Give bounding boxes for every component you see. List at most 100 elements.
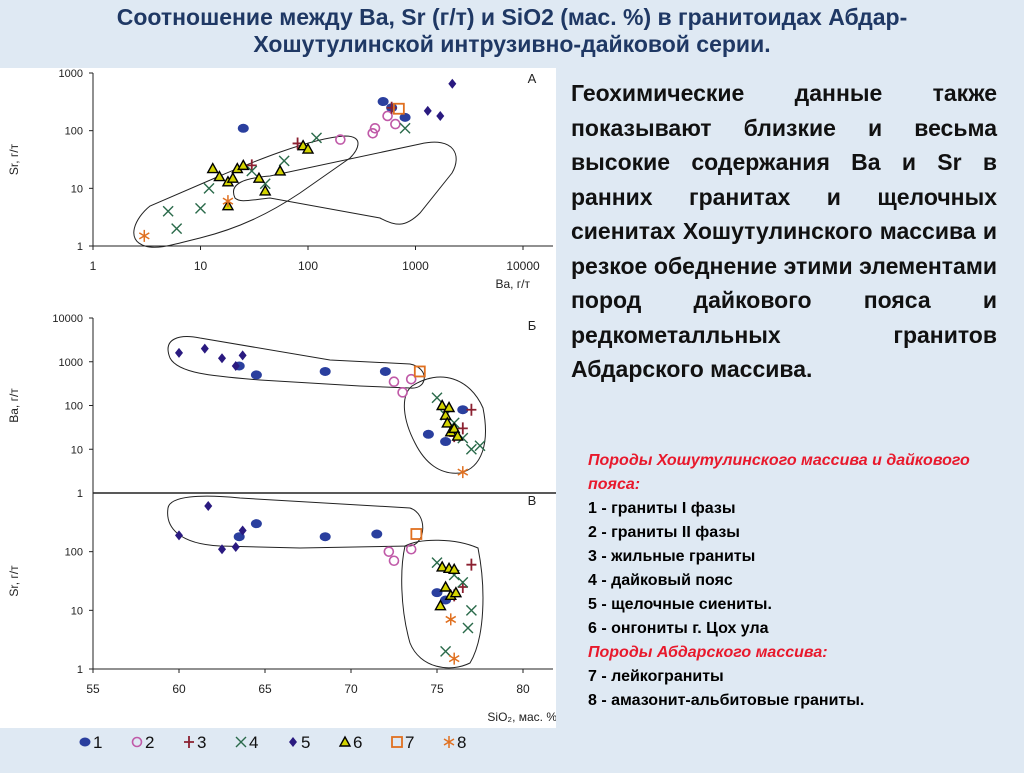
marker-series-6 bbox=[213, 170, 226, 182]
y-tick-label: 100 bbox=[65, 401, 83, 413]
legend-number: 4 bbox=[249, 733, 258, 752]
group-outline bbox=[167, 495, 424, 549]
marker-series-3 bbox=[457, 422, 468, 435]
legend-number: 3 bbox=[197, 733, 206, 752]
marker-series-2 bbox=[405, 543, 417, 555]
marker-series-1 bbox=[250, 370, 262, 380]
legend-marker-6 bbox=[338, 735, 352, 747]
panel-label: Б bbox=[528, 318, 537, 333]
marker-series-6 bbox=[206, 162, 219, 174]
marker-series-4 bbox=[474, 440, 486, 452]
marker-series-4 bbox=[465, 443, 477, 455]
title-line-1: Соотношение между Ba, Sr (г/т) и SiO2 (м… bbox=[116, 4, 908, 30]
x-tick-label: 1000 bbox=[402, 259, 429, 273]
y-axis-label: Sr, г/т bbox=[7, 565, 21, 597]
marker-series-3 bbox=[386, 101, 397, 114]
legend-number: 7 bbox=[405, 733, 414, 752]
legend-text-block: Породы Хошутулинского массива и дайковог… bbox=[588, 449, 998, 713]
marker-series-4 bbox=[440, 645, 452, 657]
marker-series-3 bbox=[466, 403, 477, 416]
marker-series-4 bbox=[171, 223, 183, 235]
marker-series-5 bbox=[423, 105, 432, 116]
marker-series-4 bbox=[162, 205, 174, 217]
legend-marker-2 bbox=[131, 736, 143, 748]
legend-item: 3 - жильные граниты bbox=[588, 548, 756, 565]
plot-panel: 1 10 100 1000 Sr, г/т 1 10 100 1000 10000 Ba, г/т А… bbox=[0, 68, 556, 728]
marker-series-5 bbox=[175, 347, 183, 358]
marker-series-3 bbox=[466, 558, 477, 571]
x-tick-label: 55 bbox=[86, 682, 100, 696]
legend-marker-4 bbox=[235, 736, 247, 748]
marker-series-2 bbox=[367, 128, 379, 139]
x-tick-label: 100 bbox=[298, 259, 318, 273]
legend-marker-5 bbox=[289, 737, 297, 747]
y-axis-label: Sr, г/т bbox=[7, 143, 21, 175]
scatter-plots: 1 10 100 1000 Sr, г/т 1 10 100 1000 10000 Ba, г/т А… bbox=[7, 68, 556, 724]
x-tick-label: 80 bbox=[516, 682, 530, 696]
y-axis-label: Ba, г/т bbox=[7, 388, 21, 423]
legend-item: 8 - амазонит-альбитовые граниты. bbox=[588, 692, 865, 709]
marker-series-5 bbox=[448, 78, 457, 89]
description-text: Геохимические данные также показывают бл… bbox=[571, 80, 997, 382]
marker-series-1 bbox=[237, 123, 249, 133]
marker-series-1 bbox=[431, 588, 443, 598]
x-tick-label: 60 bbox=[172, 682, 186, 696]
legend-marker-3 bbox=[184, 736, 194, 748]
marker-series-8 bbox=[448, 652, 460, 665]
legend-number: 6 bbox=[353, 733, 362, 752]
marker-series-6 bbox=[301, 142, 315, 154]
marker-series-5 bbox=[436, 110, 445, 121]
legend-marker-7 bbox=[391, 736, 403, 748]
x-tick-label: 1 bbox=[90, 259, 97, 273]
marker-series-6 bbox=[442, 401, 456, 413]
group-outline bbox=[133, 135, 359, 248]
legend-marker-1 bbox=[79, 737, 91, 747]
legend-item: 4 - дайковый пояс bbox=[588, 572, 733, 589]
y-tick-label: 10 bbox=[71, 605, 83, 617]
marker-series-3 bbox=[246, 159, 257, 172]
marker-series-4 bbox=[311, 132, 323, 144]
marker-series-1 bbox=[457, 405, 469, 415]
marker-series-8 bbox=[138, 229, 150, 242]
group-outline bbox=[167, 336, 425, 389]
x-tick-label: 75 bbox=[430, 682, 444, 696]
marker-series-2 bbox=[390, 118, 401, 130]
marker-series-4 bbox=[278, 155, 290, 167]
x-tick-label: 10000 bbox=[506, 259, 540, 273]
legend-heading-khoshutulinsky: Породы Хошутулинского массива и дайковог… bbox=[588, 452, 970, 493]
marker-series-1 bbox=[371, 529, 383, 539]
y-tick-label: 100 bbox=[65, 547, 83, 559]
marker-series-4 bbox=[457, 576, 469, 588]
x-axis-label: SiO₂, мас. % bbox=[487, 710, 556, 724]
symbol-legend: 1 2 3 4 5 6 7 8 bbox=[0, 728, 556, 768]
marker-series-6 bbox=[448, 562, 461, 575]
y-tick-label: 1 bbox=[77, 664, 83, 676]
marker-series-6 bbox=[448, 421, 461, 434]
marker-series-6 bbox=[439, 408, 452, 420]
legend-number: 5 bbox=[301, 733, 310, 752]
marker-series-4 bbox=[195, 202, 206, 214]
panel-label: В bbox=[528, 493, 537, 508]
marker-series-5 bbox=[218, 544, 226, 555]
y-tick-label: 100 bbox=[65, 126, 83, 138]
legend-number: 2 bbox=[145, 733, 154, 752]
marker-series-6 bbox=[259, 184, 272, 196]
y-tick-label: 10 bbox=[71, 444, 83, 456]
marker-series-6 bbox=[252, 171, 266, 183]
marker-series-2 bbox=[335, 134, 346, 145]
marker-series-6 bbox=[449, 586, 463, 598]
legend-number: 8 bbox=[457, 733, 466, 752]
y-tick-label: 1 bbox=[77, 241, 83, 253]
marker-series-4 bbox=[399, 122, 411, 134]
x-tick-label: 65 bbox=[258, 682, 272, 696]
y-tick-label: 1 bbox=[77, 488, 83, 500]
legend-item: 2 - граниты II фазы bbox=[588, 524, 740, 541]
marker-series-4 bbox=[465, 604, 477, 616]
marker-series-1 bbox=[319, 532, 331, 542]
marker-series-6 bbox=[451, 429, 464, 441]
marker-series-2 bbox=[397, 387, 408, 398]
marker-series-1 bbox=[399, 112, 411, 122]
marker-series-5 bbox=[175, 530, 183, 541]
marker-series-5 bbox=[218, 353, 226, 364]
slide-title: Соотношение между Ba, Sr (г/т) и SiO2 (м… bbox=[0, 4, 1024, 58]
